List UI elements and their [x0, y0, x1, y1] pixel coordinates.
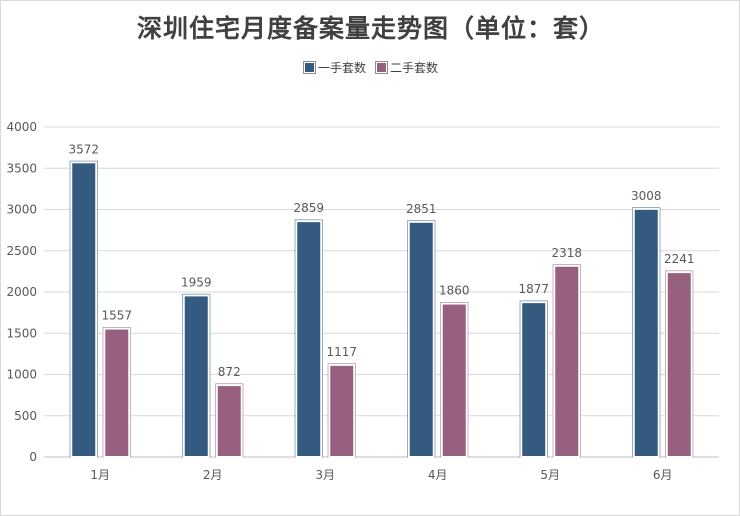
- y-tick-label: 1000: [6, 368, 37, 382]
- data-label: 1959: [181, 275, 212, 289]
- y-tick-label: 4000: [6, 120, 37, 134]
- data-label: 3008: [631, 189, 662, 203]
- legend: 一手套数 二手套数: [1, 59, 739, 76]
- chart-title: 深圳住宅月度备案量走势图（单位：套）: [136, 14, 605, 43]
- bar-series-2: [328, 363, 356, 458]
- y-tick-label: 3000: [6, 203, 37, 217]
- legend-item-series-1: 一手套数: [302, 59, 366, 76]
- x-tick-label: 2月: [203, 468, 223, 482]
- legend-label-series-1: 一手套数: [317, 61, 366, 75]
- legend-item-series-2: 二手套数: [375, 59, 439, 76]
- bar-series-2: [215, 384, 243, 458]
- data-label: 1860: [439, 284, 470, 298]
- x-tick-label: 5月: [540, 468, 560, 482]
- y-tick-label: 3500: [6, 161, 37, 175]
- x-tick-label: 4月: [428, 468, 448, 482]
- data-label: 2318: [551, 246, 582, 260]
- x-tick-label: 1月: [90, 468, 110, 482]
- data-label: 1557: [101, 309, 132, 323]
- y-tick-label: 0: [29, 450, 37, 464]
- legend-swatch-series-2: [375, 61, 388, 74]
- legend-swatch-series-1: [302, 61, 316, 74]
- bar-series-2: [665, 271, 693, 458]
- x-tick-label: 3月: [315, 468, 335, 482]
- y-tick-label: 500: [14, 409, 37, 423]
- bar-series-1: [520, 301, 548, 458]
- bar-series-1: [182, 294, 210, 458]
- data-label: 872: [218, 365, 241, 379]
- data-label: 1117: [326, 345, 357, 359]
- data-label: 3572: [68, 142, 99, 156]
- y-tick-label: 2500: [6, 244, 37, 258]
- bar-series-1: [632, 207, 660, 458]
- data-label: 2859: [293, 201, 324, 215]
- bar-series-2: [440, 302, 468, 458]
- legend-label-series-2: 二手套数: [390, 61, 439, 75]
- bar-series-2: [103, 327, 131, 458]
- bar-series-1: [407, 220, 435, 458]
- bar-series-1: [70, 161, 98, 458]
- y-tick-label: 1500: [6, 326, 37, 340]
- bar-series-2: [553, 264, 581, 459]
- data-label: 1877: [518, 282, 549, 296]
- y-tick-label: 2000: [6, 285, 37, 299]
- data-label: 2851: [406, 202, 437, 216]
- x-tick-label: 6月: [653, 468, 673, 482]
- data-label: 2241: [664, 252, 695, 266]
- bar-series-1: [295, 220, 323, 458]
